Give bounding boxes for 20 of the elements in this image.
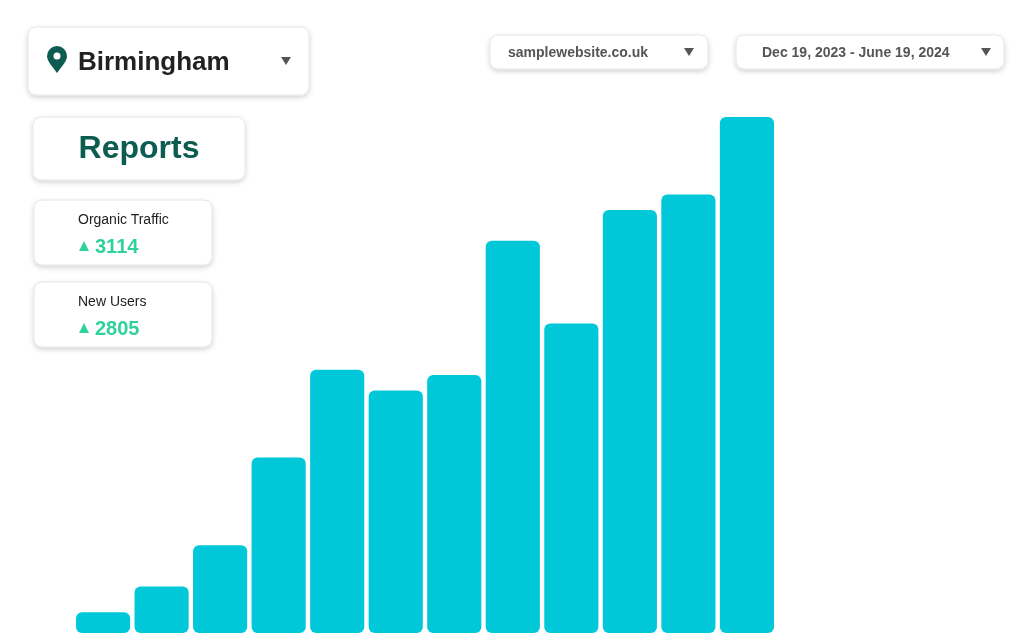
text: Birmingham: [78, 46, 230, 76]
annotation: Organic Traffic: [78, 211, 169, 227]
annotation: 3114: [95, 235, 140, 257]
chart-title: Reports: [78, 129, 200, 165]
bar: [544, 323, 599, 633]
bar: [602, 209, 657, 633]
annotation: New Users: [78, 293, 147, 309]
text: Dec 19, 2023 - June 19, 2024: [762, 44, 950, 60]
bar: [427, 375, 482, 633]
bar: [661, 194, 716, 633]
bar: [134, 586, 189, 633]
bar: [368, 390, 423, 633]
bar: [719, 117, 774, 633]
annotation: 2805: [95, 317, 140, 339]
bar: [76, 612, 131, 633]
bar: [193, 545, 248, 633]
bar: [485, 240, 540, 633]
text: samplewebsite.co.uk: [508, 44, 649, 60]
bar: [310, 369, 365, 633]
bar: [251, 457, 306, 633]
